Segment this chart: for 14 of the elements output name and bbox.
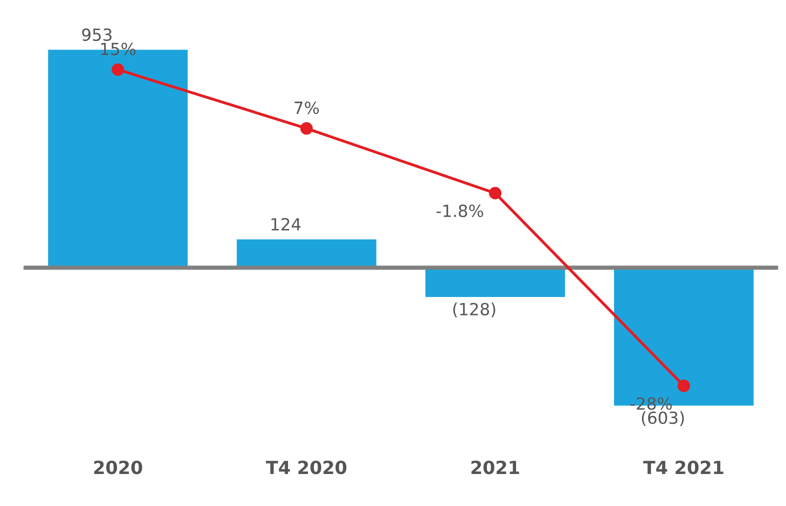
data-label: 124: [272, 218, 301, 230]
x-tick-label: T4 2020: [266, 460, 346, 474]
point: [112, 63, 124, 76]
data-label: 7%: [294, 101, 319, 114]
point: [300, 122, 313, 135]
x-tick-label: 2020: [94, 460, 142, 474]
data-label: -1.8%: [436, 204, 484, 218]
data-label: 953: [82, 28, 112, 42]
data-label: (603): [642, 411, 684, 426]
point: [488, 186, 502, 200]
data-label: (128): [453, 302, 496, 318]
point: [678, 380, 690, 392]
x-tick-label: T4 2021: [643, 460, 724, 474]
x-tick-label: 2021: [471, 460, 520, 474]
